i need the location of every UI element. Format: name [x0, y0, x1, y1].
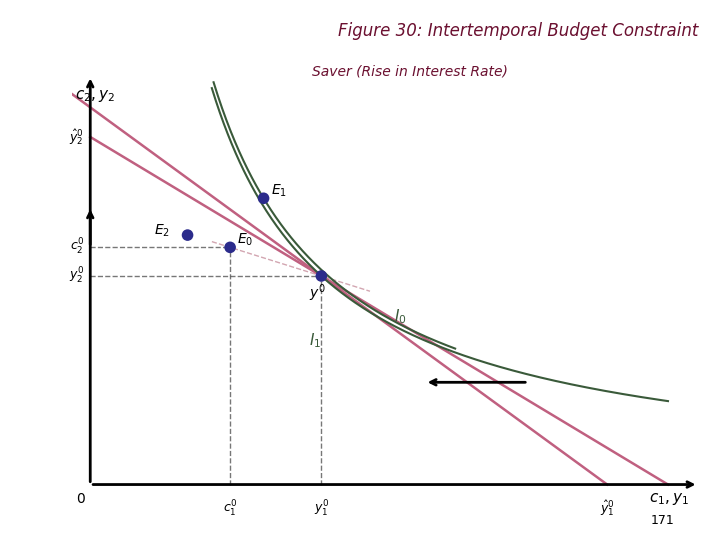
Text: $I_1$: $I_1$	[309, 332, 321, 350]
Text: $c_1, y_1$: $c_1, y_1$	[649, 491, 689, 507]
Text: Saver (Rise in Interest Rate): Saver (Rise in Interest Rate)	[312, 65, 508, 79]
Point	[225, 243, 236, 252]
Text: $I_0$: $I_0$	[395, 307, 407, 326]
Text: $\hat{y}_1^0$: $\hat{y}_1^0$	[600, 499, 615, 518]
Text: $c_1^0$: $c_1^0$	[223, 499, 238, 519]
Point	[315, 272, 327, 280]
Text: $E_0$: $E_0$	[238, 232, 253, 248]
Point	[181, 231, 193, 239]
Text: $y_1^0$: $y_1^0$	[314, 499, 329, 519]
Text: $c_2, y_2$: $c_2, y_2$	[75, 88, 115, 104]
Text: $E_2$: $E_2$	[154, 223, 170, 239]
Text: $E_1$: $E_1$	[271, 183, 287, 199]
Text: $y_2^0$: $y_2^0$	[69, 266, 84, 286]
Text: 171: 171	[651, 514, 674, 527]
Text: $c_2^0$: $c_2^0$	[70, 237, 84, 258]
Text: $y^0$: $y^0$	[309, 283, 326, 305]
Text: $0$: $0$	[76, 492, 86, 506]
Text: $\hat{y}_2^0$: $\hat{y}_2^0$	[69, 127, 84, 147]
Text: Figure 30: Intertemporal Budget Constraint: Figure 30: Intertemporal Budget Constrai…	[338, 22, 698, 39]
Point	[258, 194, 269, 202]
